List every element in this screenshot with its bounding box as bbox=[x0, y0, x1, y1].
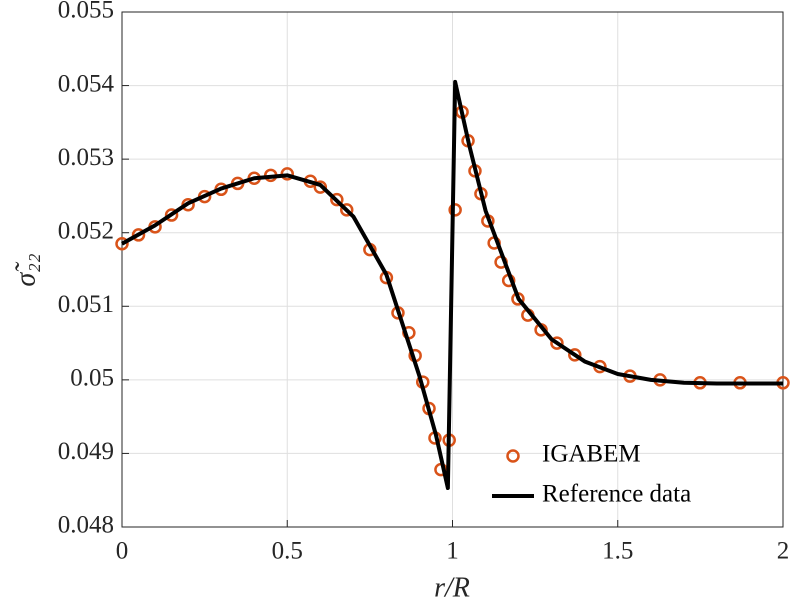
x-tick-label: 0.5 bbox=[272, 538, 303, 565]
reference-line bbox=[121, 79, 783, 491]
legend-label: IGABEM bbox=[542, 441, 641, 468]
x-tick-label: 0 bbox=[116, 538, 129, 565]
marker bbox=[448, 203, 462, 217]
marker bbox=[568, 348, 582, 362]
marker bbox=[164, 208, 179, 222]
plot-frame bbox=[121, 11, 784, 528]
x-axis-label: r/R bbox=[434, 572, 470, 603]
legend-label: Reference data bbox=[542, 481, 691, 508]
y-tick-label: 0.055 bbox=[58, 0, 114, 24]
marker bbox=[339, 203, 354, 217]
marker bbox=[115, 237, 129, 251]
y-tick-label: 0.052 bbox=[58, 217, 114, 244]
x-tick-label: 1.5 bbox=[602, 538, 633, 565]
y-tick-label: 0.053 bbox=[58, 144, 114, 171]
marker bbox=[131, 228, 146, 242]
y-axis-label: σ̃₂₂ bbox=[10, 253, 41, 287]
x-tick-label: 2 bbox=[777, 538, 790, 565]
x-tick-label: 1 bbox=[446, 538, 459, 565]
marker bbox=[550, 336, 564, 350]
y-tick-label: 0.051 bbox=[58, 291, 114, 318]
y-tick-label: 0.048 bbox=[58, 512, 114, 539]
y-tick-label: 0.054 bbox=[58, 70, 115, 97]
y-tick-label: 0.049 bbox=[58, 438, 114, 465]
legend-marker bbox=[506, 449, 520, 463]
y-tick-label: 0.05 bbox=[70, 365, 114, 392]
marker bbox=[330, 192, 344, 207]
marker bbox=[313, 180, 328, 194]
